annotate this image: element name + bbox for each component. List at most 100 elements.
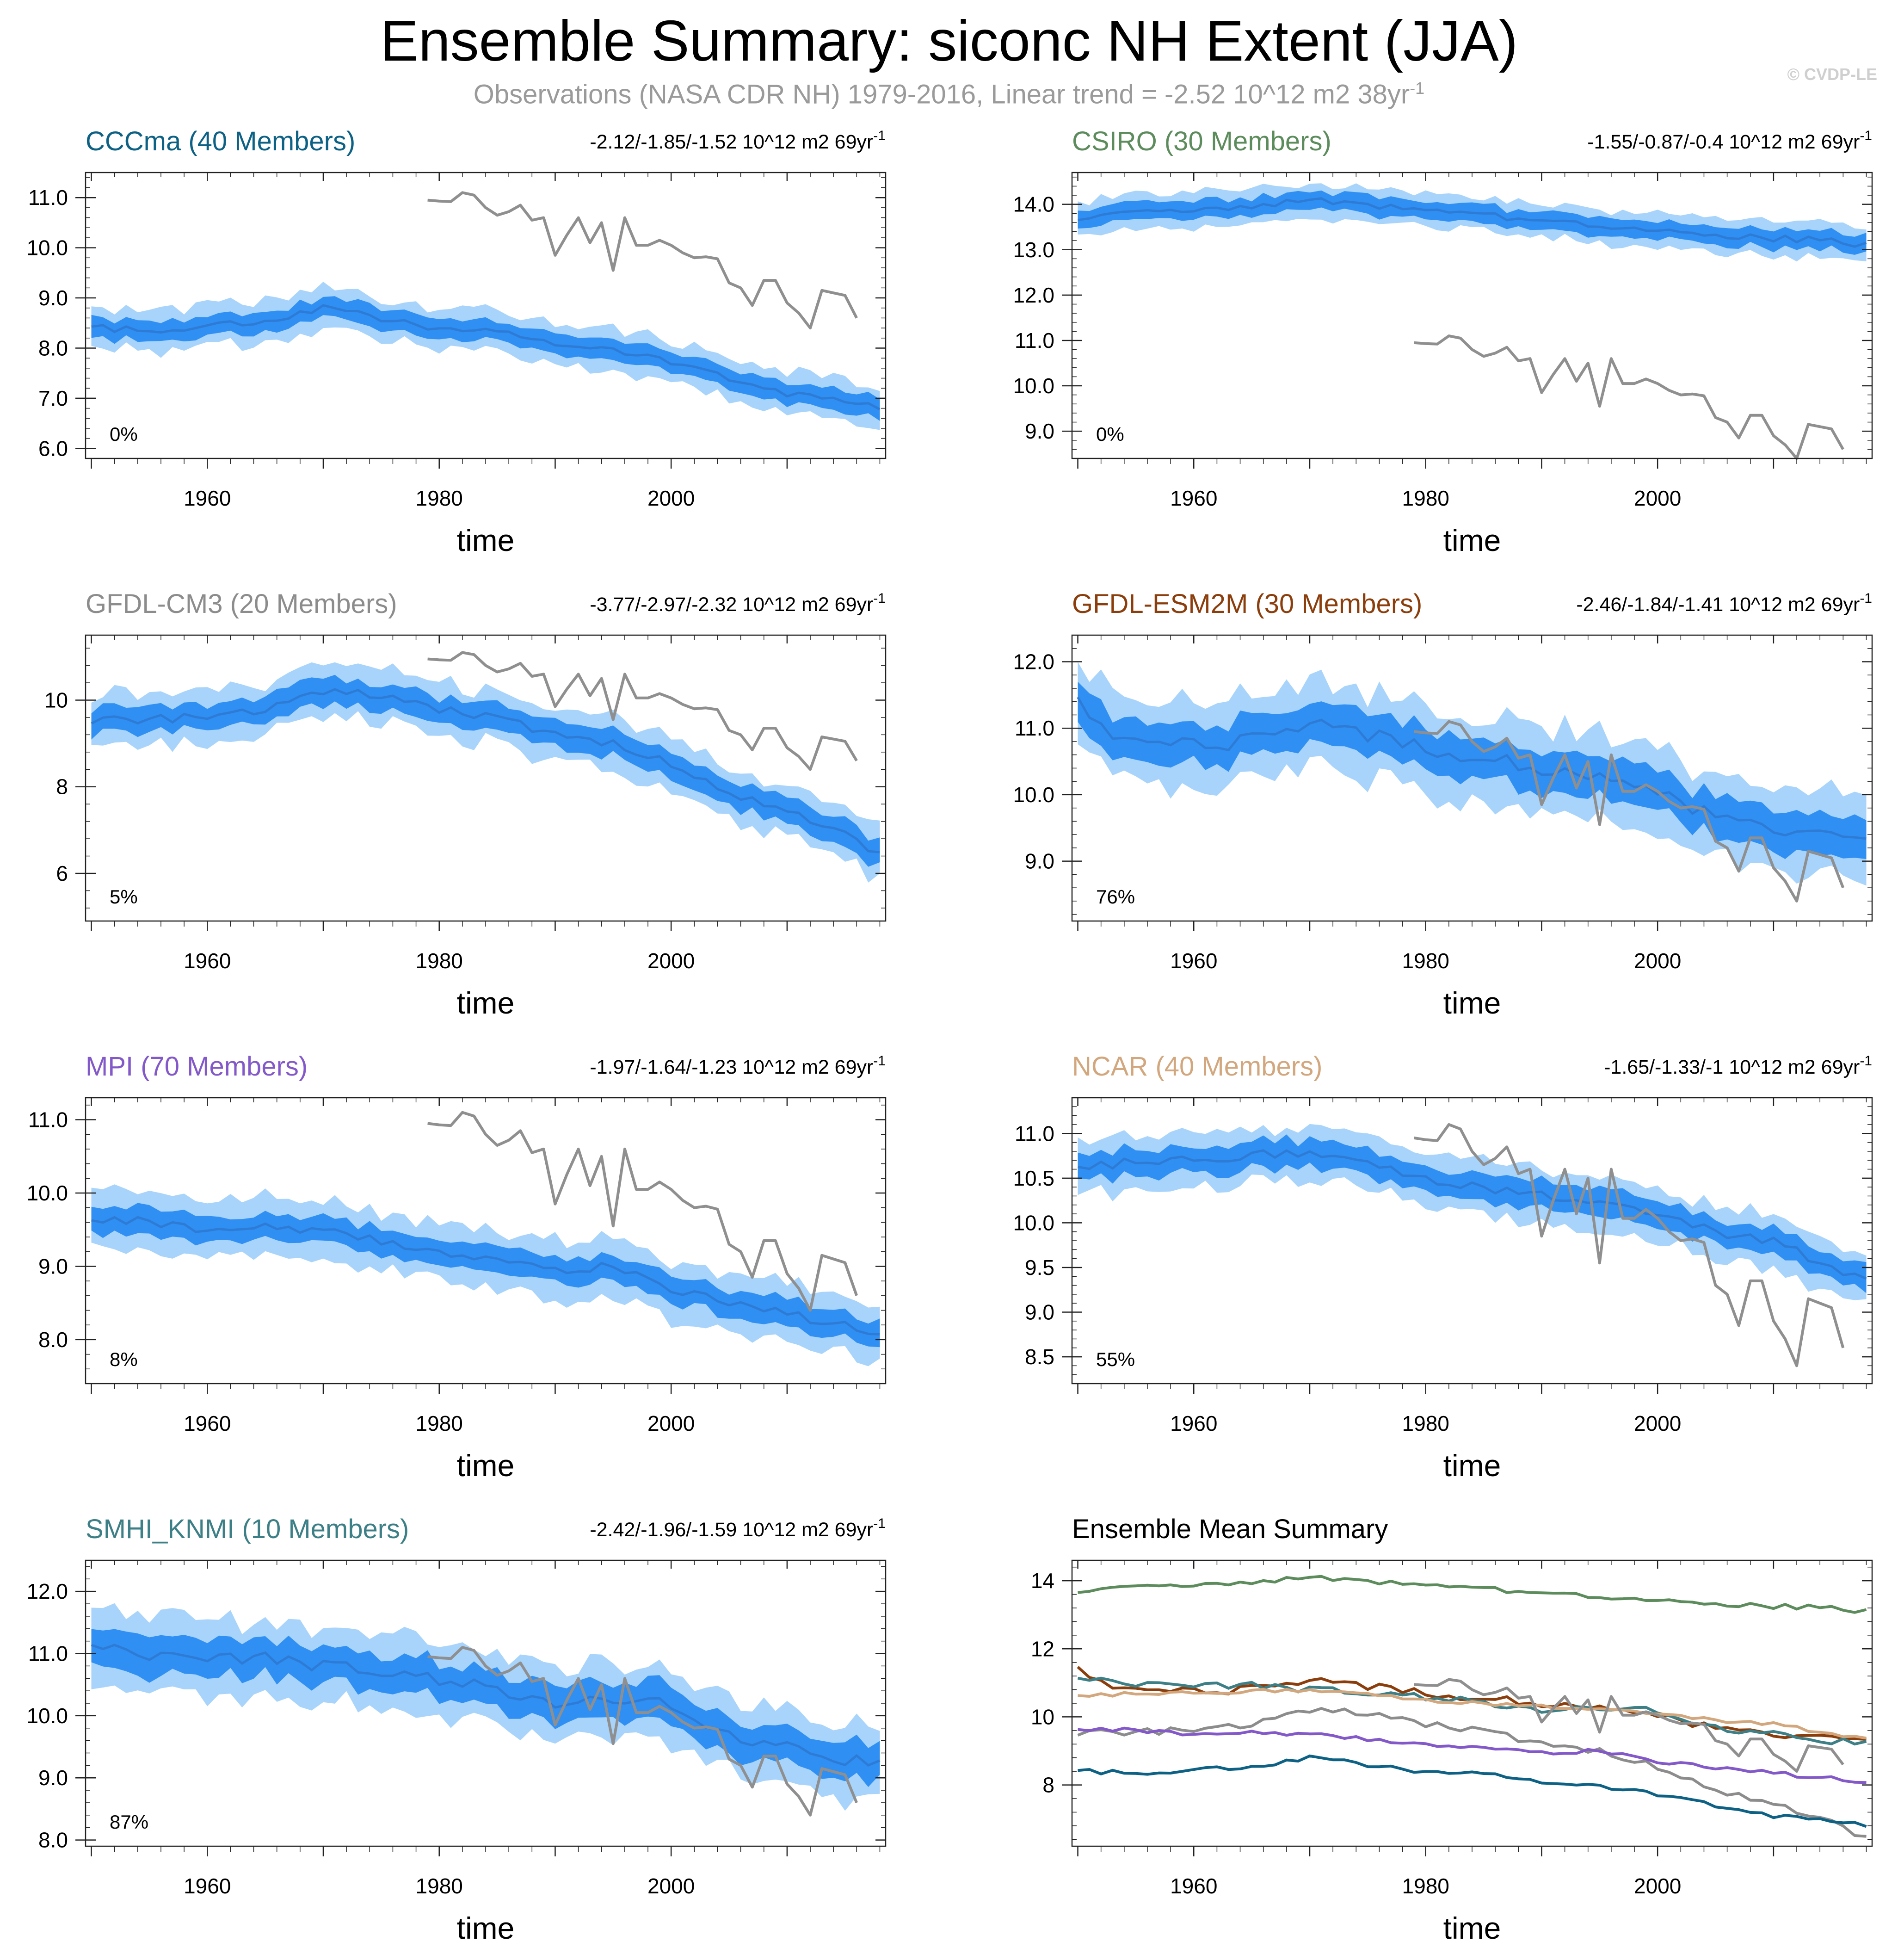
trend-superscript: -1: [873, 591, 886, 606]
ytick-label: 9.0: [38, 1766, 68, 1790]
outer-spread-band: [91, 1184, 880, 1366]
xtick-label: 1960: [184, 1874, 231, 1898]
ytick-label: 11.0: [1015, 1121, 1054, 1145]
ytick-label: 11.0: [1015, 716, 1054, 740]
x-axis-label: time: [1443, 986, 1501, 1020]
percent-label: 0%: [1096, 423, 1124, 445]
ytick-label: 10: [44, 688, 68, 712]
inner-spread-band: [91, 1203, 880, 1348]
trend-label: -2.46/-1.84/-1.41 10^12 m2 69yr-1: [1576, 591, 1872, 616]
trend-text: -2.12/-1.85/-1.52 10^12 m2 69yr: [590, 131, 873, 153]
panel-title: SMHI_KNMI (10 Members): [86, 1514, 409, 1544]
panel-csiro: CSIRO (30 Members) -1.55/-0.87/-0.4 10^12…: [1013, 126, 1873, 557]
ytick-label: 10: [1031, 1705, 1054, 1729]
x-axis-label: time: [1443, 1911, 1501, 1945]
ytick-label: 10.0: [26, 1181, 68, 1205]
ytick-label: 6: [56, 861, 68, 885]
ytick-label: 10.0: [1013, 783, 1054, 807]
ytick-label: 7.0: [38, 386, 68, 410]
trend-text: -1.65/-1.33/-1 10^12 m2 69yr: [1604, 1056, 1860, 1078]
ytick-label: 11.0: [28, 1108, 68, 1132]
panel-cccma: CCCma (40 Members) -2.12/-1.85/-1.52 10^1…: [26, 126, 887, 557]
ytick-label: 6.0: [38, 436, 68, 460]
ensemble-mean-line: [1078, 1149, 1867, 1280]
trend-superscript: -1: [873, 1516, 886, 1531]
trend-label: -1.65/-1.33/-1 10^12 m2 69yr-1: [1604, 1053, 1872, 1078]
ensemble-mean-line: [91, 1644, 881, 1767]
page-subtitle: Observations (NASA CDR NH) 1979-2016, Li…: [0, 79, 1898, 110]
outer-spread-band: [91, 662, 880, 883]
outer-spread-band: [91, 282, 880, 430]
observations-line: [1414, 334, 1844, 460]
xtick-label: 1980: [1402, 1874, 1449, 1898]
xtick-label: 2000: [1634, 486, 1681, 510]
xtick-label: 1960: [1170, 486, 1217, 510]
observations-line: [1414, 1123, 1845, 1367]
ytick-label: 10.0: [26, 236, 68, 260]
xtick-label: 1960: [184, 1411, 231, 1435]
percent-label: 87%: [110, 1811, 148, 1833]
percent-label: 0%: [110, 423, 138, 445]
xtick-label: 1960: [184, 949, 231, 973]
ensemble-mean-line: [1078, 197, 1867, 248]
x-axis-label: time: [457, 1448, 515, 1483]
xtick-label: 1980: [416, 949, 463, 973]
subtitle-superscript: -1: [1410, 79, 1425, 98]
subtitle-text: Observations (NASA CDR NH) 1979-2016, Li…: [473, 79, 1410, 110]
outer-spread-band: [1078, 183, 1867, 262]
observations-line: [427, 1111, 858, 1312]
inner-spread-band: [91, 1629, 880, 1787]
panel-title: Ensemble Mean Summary: [1072, 1514, 1388, 1544]
ytick-label: 14: [1031, 1569, 1054, 1593]
trend-superscript: -1: [1860, 591, 1872, 606]
panel-ncar: NCAR (40 Members) -1.65/-1.33/-1 10^12 m2…: [1013, 1051, 1873, 1483]
trend-text: -1.97/-1.64/-1.23 10^12 m2 69yr: [590, 1056, 873, 1078]
xtick-label: 2000: [647, 1411, 695, 1435]
ensemble-mean-line: [1077, 696, 1867, 840]
ensemble-mean-line: [91, 304, 881, 411]
ensemble-mean-line: [91, 1216, 880, 1336]
xtick-label: 1980: [1402, 486, 1449, 510]
ytick-label: 10.0: [1013, 374, 1054, 398]
ytick-label: 9.0: [38, 1254, 68, 1278]
ytick-label: 10.0: [26, 1704, 68, 1728]
panel-title: CCCma (40 Members): [86, 126, 355, 156]
ytick-label: 8.0: [38, 1828, 68, 1852]
panel-gfdl-cm3: GFDL-CM3 (20 Members) -3.77/-2.97/-2.32 1…: [44, 589, 887, 1020]
xtick-label: 2000: [647, 486, 695, 510]
observations-line: [427, 1646, 858, 1817]
trend-superscript: -1: [1860, 128, 1872, 143]
ytick-label: 13.0: [1013, 238, 1054, 262]
inner-spread-band: [1078, 681, 1867, 859]
ytick-label: 12.0: [26, 1579, 68, 1603]
percent-label: 5%: [110, 886, 138, 908]
xtick-label: 1980: [416, 1874, 463, 1898]
trend-text: -2.46/-1.84/-1.41 10^12 m2 69yr: [1576, 594, 1860, 616]
ytick-label: 8.0: [38, 1328, 68, 1352]
x-axis-label: time: [457, 1911, 515, 1945]
panel-gfdl-esm2m: GFDL-ESM2M (30 Members) -2.46/-1.84/-1.41…: [1013, 589, 1873, 1020]
panel-title: MPI (70 Members): [86, 1051, 308, 1082]
percent-label: 76%: [1096, 886, 1135, 908]
xtick-label: 2000: [1634, 1411, 1681, 1435]
inner-spread-band: [91, 296, 880, 421]
observations-line: [1414, 1678, 1844, 1773]
xtick-label: 2000: [647, 949, 695, 973]
trend-text: -1.55/-0.87/-0.4 10^12 m2 69yr: [1587, 131, 1860, 153]
panel-title: GFDL-ESM2M (30 Members): [1072, 589, 1422, 619]
trend-text: -2.42/-1.96/-1.59 10^12 m2 69yr: [590, 1519, 873, 1541]
ytick-label: 9.0: [1025, 1300, 1054, 1324]
ensemble-mean-line: [91, 688, 880, 853]
trend-text: -3.77/-2.97/-2.32 10^12 m2 69yr: [590, 594, 873, 616]
trend-superscript: -1: [873, 128, 886, 143]
ytick-label: 8: [1042, 1773, 1054, 1797]
panel-title: NCAR (40 Members): [1072, 1051, 1322, 1082]
xtick-label: 1980: [416, 1411, 463, 1435]
x-axis-label: time: [1443, 523, 1501, 557]
plot-frame: [85, 634, 887, 922]
trend-label: -3.77/-2.97/-2.32 10^12 m2 69yr-1: [590, 591, 886, 616]
copyright-watermark: © CVDP-LE: [1787, 65, 1877, 84]
trend-label: -2.42/-1.96/-1.59 10^12 m2 69yr-1: [590, 1516, 886, 1541]
percent-label: 8%: [110, 1348, 138, 1370]
